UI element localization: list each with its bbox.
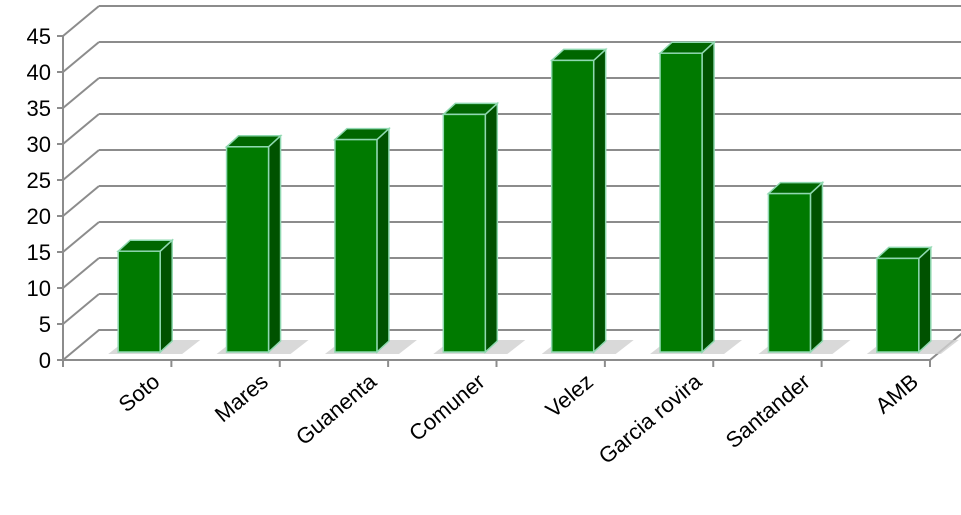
bar-side (159, 238, 173, 354)
bar (866, 245, 959, 354)
y-tick-label: 0 (39, 348, 51, 373)
gridline-diagonal (62, 5, 100, 37)
bar (758, 180, 851, 354)
bar-front (334, 138, 378, 353)
bar-side (701, 40, 715, 354)
bar-side (809, 180, 824, 354)
y-tick-label: 30 (27, 132, 51, 157)
y-tick-label: 15 (27, 240, 51, 265)
bar-front (659, 52, 703, 353)
bar-layer (108, 40, 959, 354)
x-tick-label: Comuner (404, 369, 489, 446)
bar-side (592, 47, 607, 354)
bar (324, 126, 417, 354)
y-tick-label: 20 (27, 204, 51, 229)
bar (108, 238, 201, 354)
x-tick-label: Mares (210, 369, 273, 427)
y-tick-label: 40 (27, 60, 51, 85)
gridline-diagonal (62, 113, 100, 145)
bar-side (484, 101, 499, 354)
gridline-diagonal (62, 257, 100, 289)
x-tick-label: Guanenta (291, 368, 382, 450)
y-tick-label: 10 (27, 276, 51, 301)
bar (433, 101, 526, 354)
x-tick-label: AMB (870, 369, 923, 419)
y-tick-label: 35 (27, 96, 51, 121)
x-tick-label: Velez (541, 369, 598, 423)
gridline-diagonal (62, 149, 100, 181)
bar-front (876, 257, 920, 353)
bar-side (376, 126, 390, 354)
bar (541, 47, 634, 354)
gridline-diagonal (62, 221, 100, 253)
y-tick-label: 5 (39, 312, 51, 337)
y-tick-label: 45 (27, 24, 51, 49)
bar-side (267, 134, 282, 354)
grid-layer (60, 5, 961, 361)
axis-layer: 0 5 10 15 20 25 30 35 40 45 (27, 24, 931, 373)
bar-front (442, 113, 487, 353)
gridline-diagonal (62, 41, 100, 73)
gridline-diagonal (62, 185, 100, 217)
x-tick-label: Santander (721, 369, 815, 453)
x-tick-label: Soto (114, 369, 165, 417)
floor-plane (60, 329, 961, 361)
bar-front (767, 192, 812, 353)
gridline-diagonal (62, 77, 100, 109)
bar-side (918, 245, 932, 354)
bar-front (117, 250, 161, 353)
x-tick-label: Garcia rovira (594, 368, 707, 469)
y-tick-label: 25 (27, 168, 51, 193)
bar (216, 134, 309, 354)
bar-front (550, 59, 595, 353)
bar (650, 40, 743, 354)
bar-front (225, 146, 270, 353)
gridline-diagonal (62, 293, 100, 325)
